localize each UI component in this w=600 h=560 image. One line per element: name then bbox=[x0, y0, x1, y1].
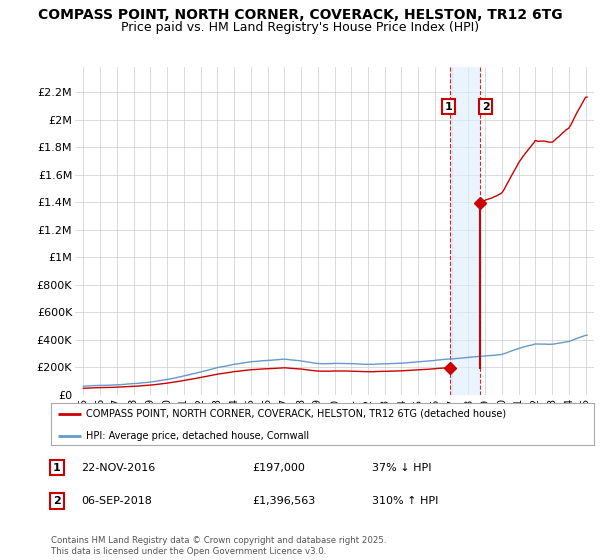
Text: 1: 1 bbox=[53, 463, 61, 473]
Text: 2: 2 bbox=[482, 101, 490, 111]
Bar bbox=[450, 67, 479, 395]
Text: HPI: Average price, detached house, Cornwall: HPI: Average price, detached house, Corn… bbox=[86, 431, 310, 441]
Text: COMPASS POINT, NORTH CORNER, COVERACK, HELSTON, TR12 6TG (detached house): COMPASS POINT, NORTH CORNER, COVERACK, H… bbox=[86, 409, 506, 419]
Text: Price paid vs. HM Land Registry's House Price Index (HPI): Price paid vs. HM Land Registry's House … bbox=[121, 21, 479, 34]
Text: Contains HM Land Registry data © Crown copyright and database right 2025.
This d: Contains HM Land Registry data © Crown c… bbox=[51, 536, 386, 556]
Text: 06-SEP-2018: 06-SEP-2018 bbox=[81, 496, 152, 506]
Text: 310% ↑ HPI: 310% ↑ HPI bbox=[372, 496, 439, 506]
Text: £197,000: £197,000 bbox=[252, 463, 305, 473]
Text: 2: 2 bbox=[53, 496, 61, 506]
Text: 22-NOV-2016: 22-NOV-2016 bbox=[81, 463, 155, 473]
Text: 1: 1 bbox=[445, 101, 452, 111]
Text: £1,396,563: £1,396,563 bbox=[252, 496, 315, 506]
Text: 37% ↓ HPI: 37% ↓ HPI bbox=[372, 463, 431, 473]
Text: COMPASS POINT, NORTH CORNER, COVERACK, HELSTON, TR12 6TG: COMPASS POINT, NORTH CORNER, COVERACK, H… bbox=[38, 8, 562, 22]
